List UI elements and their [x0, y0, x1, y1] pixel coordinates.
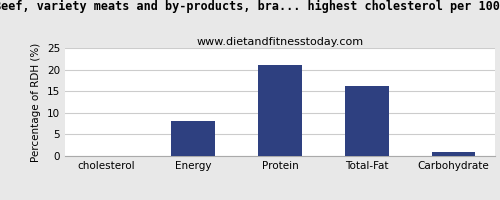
Bar [258, 65, 302, 156]
Bar [432, 152, 476, 156]
Title: www.dietandfitnesstoday.com: www.dietandfitnesstoday.com [196, 37, 364, 47]
Bar [172, 121, 215, 156]
Bar [345, 86, 389, 156]
Text: Beef, variety meats and by-products, bra... highest cholesterol per 100g: Beef, variety meats and by-products, bra… [0, 0, 500, 13]
Y-axis label: Percentage of RDH (%): Percentage of RDH (%) [32, 42, 42, 162]
